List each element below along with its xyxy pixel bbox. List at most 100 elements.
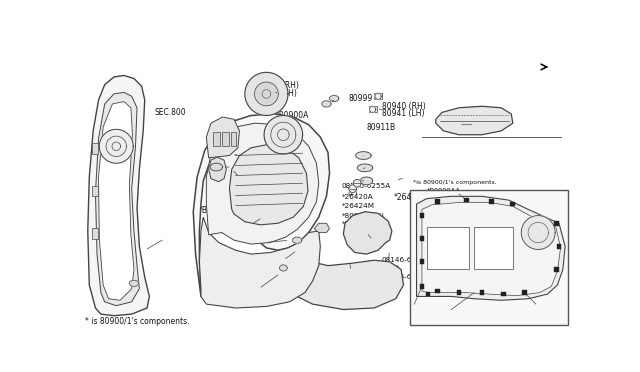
Bar [557,244,561,249]
Text: *80932 (RH): *80932 (RH) [243,271,291,280]
Text: (80775M(LH): (80775M(LH) [245,155,291,162]
Text: 80988  (RH): 80988 (RH) [227,190,272,199]
Text: 80986N(LH): 80986N(LH) [251,89,297,97]
Polygon shape [209,157,227,182]
Text: *80900AB: *80900AB [410,299,444,305]
Text: 80945P(LH): 80945P(LH) [474,254,519,263]
Bar [231,132,236,146]
Text: *80900AB: *80900AB [532,299,566,305]
Polygon shape [436,106,513,135]
Text: JB0900Y8: JB0900Y8 [516,316,556,325]
Text: *80900A: *80900A [276,111,309,120]
Polygon shape [206,117,239,158]
Bar [420,284,424,289]
Bar [420,213,424,218]
Bar [221,132,230,146]
Polygon shape [369,106,376,112]
Bar [420,236,424,241]
Polygon shape [88,76,149,316]
Text: *26420A: *26420A [342,194,374,200]
Bar [426,292,431,296]
Polygon shape [349,185,356,192]
Bar [464,198,469,202]
Polygon shape [193,114,330,296]
Polygon shape [276,250,403,310]
Polygon shape [353,179,361,187]
Bar [522,290,527,295]
Text: 80941 (LH): 80941 (LH) [382,109,424,118]
Polygon shape [255,82,278,106]
Polygon shape [375,93,381,99]
Text: CLIP Location: CLIP Location [414,307,475,316]
Text: (80774M(RH): (80774M(RH) [245,148,291,154]
Text: *80960(RH): *80960(RH) [305,269,348,275]
Text: (4): (4) [390,265,400,271]
Polygon shape [292,237,302,243]
Polygon shape [422,202,561,296]
Polygon shape [245,73,288,115]
Bar [374,93,382,99]
Polygon shape [522,216,555,250]
Text: 80944P(RH): 80944P(RH) [474,247,520,256]
Polygon shape [330,96,339,102]
Text: 80911B: 80911B [367,123,396,132]
Polygon shape [200,217,320,308]
Polygon shape [95,92,140,306]
Polygon shape [129,280,139,286]
Bar [489,199,493,204]
Text: 80900(RH): 80900(RH) [232,214,273,222]
Text: *B0900AB: *B0900AB [198,206,237,215]
Text: * is 80900/1's components.: * is 80900/1's components. [86,317,190,326]
Bar [212,132,220,146]
Polygon shape [356,152,371,159]
Polygon shape [99,129,133,163]
Text: *26424M: *26424M [342,203,375,209]
Bar [554,267,559,272]
Text: *26420: *26420 [394,193,422,202]
Text: *80951(LH): *80951(LH) [342,220,384,227]
Polygon shape [210,163,223,171]
Polygon shape [206,123,319,244]
Text: *is 80900/1's components.: *is 80900/1's components. [413,180,497,185]
Bar [427,227,469,269]
Polygon shape [99,102,134,300]
Bar [511,202,515,206]
Text: *80950(RH): *80950(RH) [342,212,385,219]
Bar [410,190,568,325]
Text: 80988+A(LH): 80988+A(LH) [227,198,278,207]
Bar [474,227,513,269]
Polygon shape [357,164,372,172]
Bar [435,199,440,204]
Polygon shape [322,101,331,107]
Polygon shape [360,177,372,185]
Bar [456,290,461,295]
Bar [420,260,424,264]
Polygon shape [417,196,565,300]
Bar [480,290,484,295]
Text: *80961(LH): *80961(LH) [305,276,347,283]
Text: (4): (4) [390,282,400,288]
Text: (2): (2) [348,190,358,196]
Polygon shape [230,145,308,225]
Text: 08146-6122H: 08146-6122H [382,257,431,263]
Text: 80986M(RH): 80986M(RH) [251,81,299,90]
Text: 08566-6255A: 08566-6255A [342,183,391,189]
Text: *B0900AA: *B0900AA [260,126,300,135]
Text: *80900A: *80900A [450,305,479,311]
Bar [369,106,376,112]
Text: 80901 (LH): 80901 (LH) [232,221,275,230]
Text: FRONT: FRONT [504,307,532,316]
Polygon shape [314,223,330,232]
Text: *B0900AA: *B0900AA [427,188,460,194]
Text: SEC.800: SEC.800 [248,140,277,146]
Polygon shape [344,212,392,254]
Bar [554,221,559,225]
Bar [501,292,506,296]
Text: SEC.800: SEC.800 [155,108,186,117]
Text: *80933M(LH): *80933M(LH) [243,279,294,288]
Text: 80999: 80999 [348,94,372,103]
Bar [92,186,98,196]
Bar [92,143,98,154]
Bar [92,228,98,239]
Text: 08146-6165G: 08146-6165G [382,274,432,280]
